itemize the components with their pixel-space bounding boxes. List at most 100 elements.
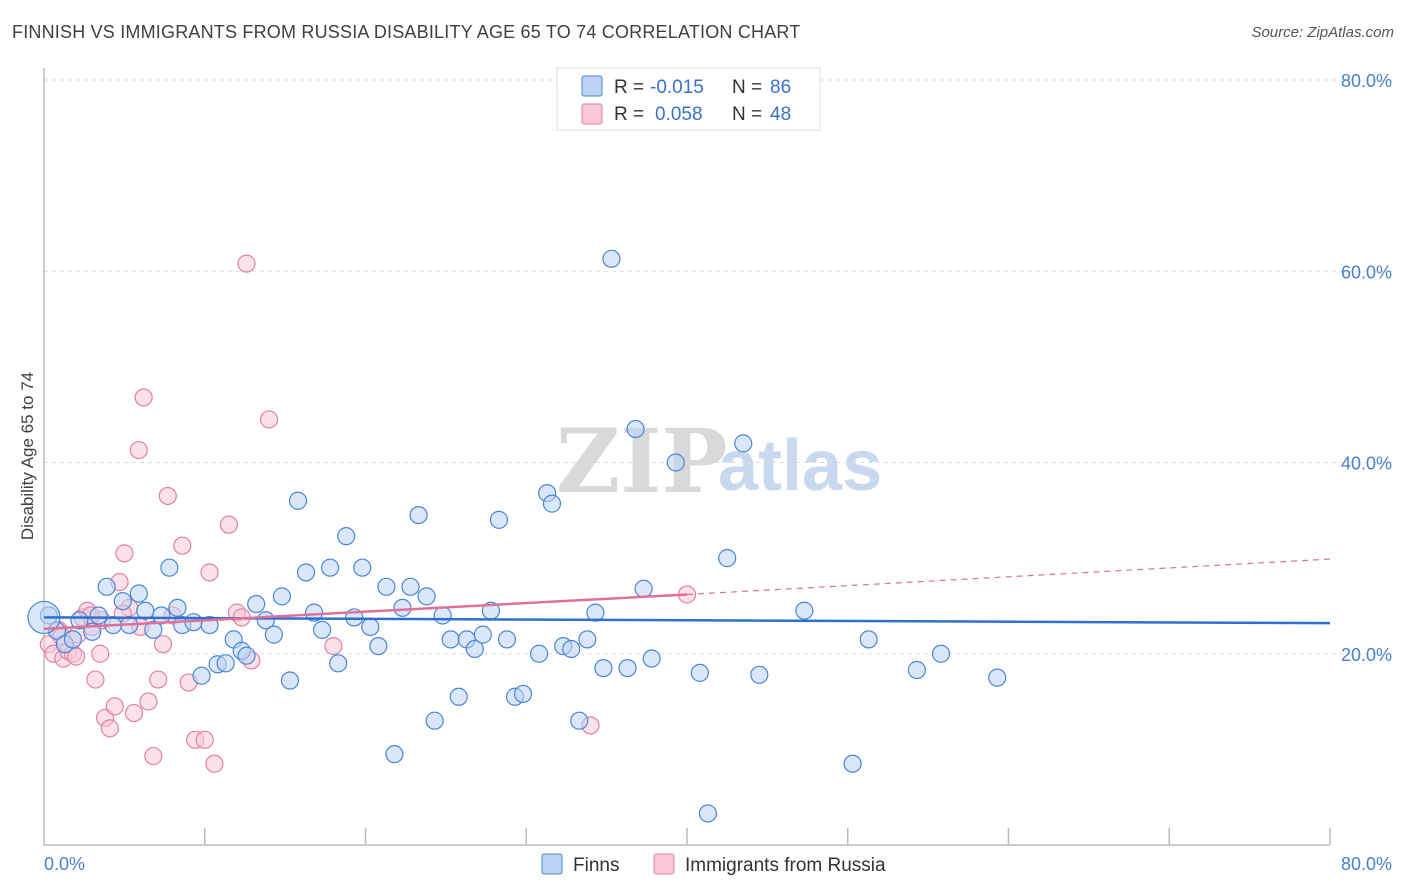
finns-point-83 xyxy=(907,660,926,680)
legend-label-russia: Immigrants from Russia xyxy=(685,855,886,876)
trendline-russia xyxy=(43,593,688,631)
finns-point-65 xyxy=(570,711,589,730)
finns-point-76 xyxy=(698,804,717,823)
finns-point-69 xyxy=(602,249,621,268)
finns-point-62 xyxy=(542,494,562,513)
russia-point-22 xyxy=(144,746,163,766)
stats-n-label-russia: N = xyxy=(732,104,762,125)
russia-point-11 xyxy=(91,644,110,663)
finns-point-30 xyxy=(280,671,300,690)
finns-point-50 xyxy=(441,630,460,649)
finns-point-49 xyxy=(433,606,452,625)
trendline-russia-extension xyxy=(686,558,1331,596)
finns-point-33 xyxy=(304,603,324,622)
finns-point-81 xyxy=(843,754,862,773)
y-tick-label-80: 80.0% xyxy=(1341,71,1392,91)
finns-point-74 xyxy=(666,453,685,472)
x-ticks xyxy=(204,828,1331,845)
russia-point-31 xyxy=(200,563,219,582)
finns-point-4 xyxy=(70,611,89,630)
x-tick-label-min: 0.0% xyxy=(44,854,85,874)
finns-point-53 xyxy=(465,639,484,659)
russia-point-14 xyxy=(105,697,124,716)
gridlines xyxy=(44,79,1392,655)
finns-point-46 xyxy=(409,505,428,525)
y-tick-label-20: 20.0% xyxy=(1341,645,1392,665)
finns-point-73 xyxy=(642,649,661,668)
russia-point-39 xyxy=(324,636,343,656)
finns-point-54 xyxy=(473,625,492,644)
russia-point-18 xyxy=(124,703,144,723)
finns-point-28 xyxy=(264,625,283,644)
finns-point-35 xyxy=(321,558,340,577)
russia-point-33 xyxy=(219,515,238,534)
russia-point-25 xyxy=(158,486,177,506)
finns-point-64 xyxy=(562,639,581,659)
stats-r-label-russia: R = xyxy=(614,104,644,125)
russia-point-40 xyxy=(67,647,86,666)
russia-point-32 xyxy=(205,754,224,773)
finns-point-57 xyxy=(497,630,517,649)
finns-point-7 xyxy=(97,577,116,596)
russia-point-24 xyxy=(153,635,173,654)
stats-n-value-russia: 48 xyxy=(770,104,791,125)
stats-r-label-finns: R = xyxy=(614,77,644,98)
finns-point-66 xyxy=(578,630,597,649)
finns-point-39 xyxy=(353,558,372,577)
finns-point-9 xyxy=(113,592,132,611)
finns-point-60 xyxy=(530,644,549,663)
finns-point-3 xyxy=(63,630,83,649)
finns-point-37 xyxy=(337,527,356,546)
finns-point-82 xyxy=(859,630,878,649)
russia-point-21 xyxy=(139,692,158,711)
finns-point-79 xyxy=(750,665,769,684)
finns-point-45 xyxy=(401,577,420,596)
finns-point-22 xyxy=(216,654,235,673)
finns-point-36 xyxy=(329,654,348,673)
trendlines xyxy=(43,558,1331,631)
finns-point-71 xyxy=(626,419,645,439)
finns-point-51 xyxy=(449,687,468,706)
stats-r-value-finns: -0.015 xyxy=(650,77,704,98)
finns-point-43 xyxy=(385,745,404,764)
finns-point-13 xyxy=(144,620,163,639)
finns-point-16 xyxy=(168,598,187,617)
finns-point-56 xyxy=(489,510,509,529)
finns-point-31 xyxy=(288,491,308,510)
finns-point-68 xyxy=(594,658,613,678)
stats-n-value-finns: 86 xyxy=(770,77,791,98)
russia-point-20 xyxy=(134,388,153,407)
finns-point-40 xyxy=(361,617,380,637)
russia-point-36 xyxy=(237,254,256,273)
stats-n-label-finns: N = xyxy=(732,77,762,98)
finns-point-19 xyxy=(192,666,211,685)
russia-point-16 xyxy=(115,544,134,563)
finns-point-29 xyxy=(272,587,292,606)
finns-point-32 xyxy=(296,563,316,582)
finns-point-14 xyxy=(152,606,171,625)
stats-swatch-russia xyxy=(581,103,603,125)
y-tick-label-40: 40.0% xyxy=(1341,454,1392,474)
russia-point-23 xyxy=(149,670,168,689)
finns-point-25 xyxy=(237,646,256,665)
legend-label-finns: Finns xyxy=(573,855,619,876)
y-axis-label: Disability Age 65 to 74 xyxy=(18,372,37,540)
russia-point-19 xyxy=(129,440,148,460)
source-label: Source: ZipAtlas.com xyxy=(1251,24,1394,41)
finns-point-85 xyxy=(988,668,1007,687)
legend-swatch-russia xyxy=(653,853,675,875)
finns-point-42 xyxy=(377,577,396,596)
finns-point-80 xyxy=(795,601,814,620)
finns-point-47 xyxy=(417,587,436,606)
finns-point-72 xyxy=(634,579,653,598)
finns-point-11 xyxy=(129,584,148,603)
stats-r-value-russia: 0.058 xyxy=(655,104,703,125)
finns-point-77 xyxy=(718,549,737,568)
legend: Finns Immigrants from Russia xyxy=(541,853,886,876)
finns-point-75 xyxy=(690,663,709,682)
finns-point-84 xyxy=(931,644,951,663)
russia-point-38 xyxy=(259,410,279,429)
series-russia-points xyxy=(39,254,697,773)
finns-point-41 xyxy=(369,636,388,656)
